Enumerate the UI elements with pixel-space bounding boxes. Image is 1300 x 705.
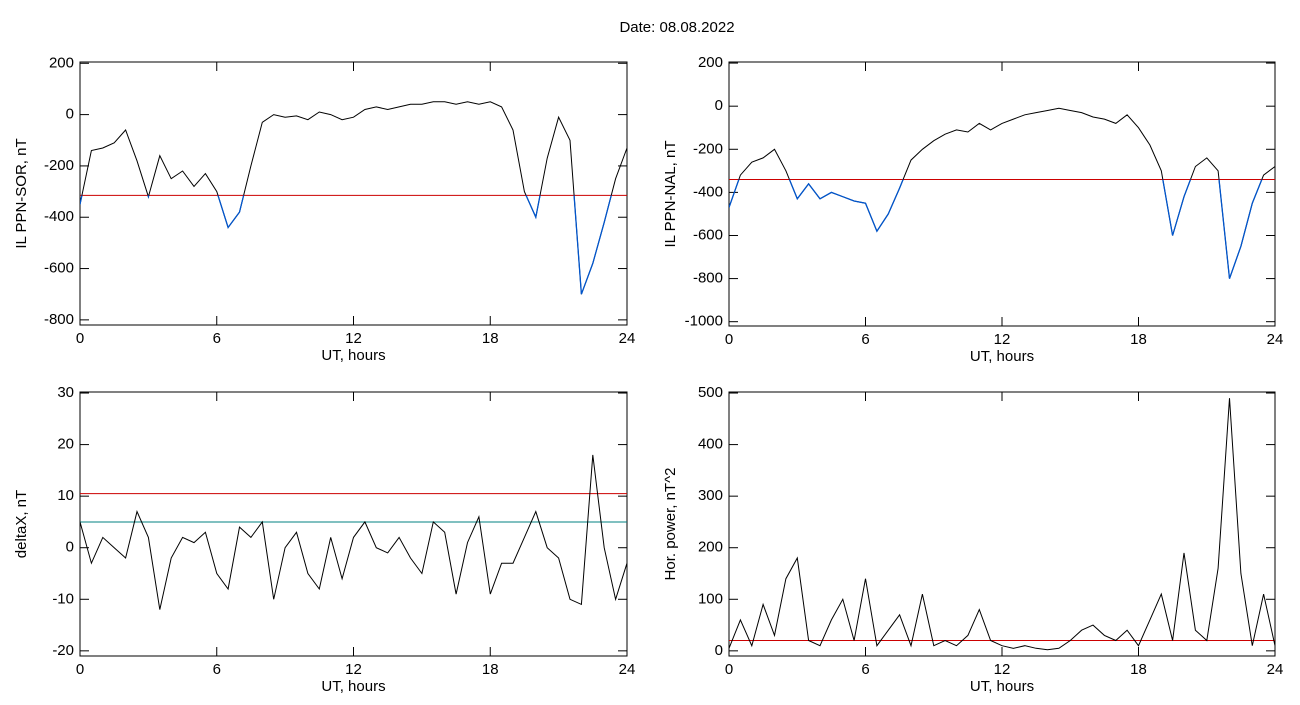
y-tick-label: 20	[57, 436, 74, 453]
data-line	[80, 101, 627, 295]
y-tick-label: -200	[44, 157, 74, 174]
y-tick-label: -800	[693, 270, 723, 287]
y-axis-label: Hor. power, nT^2	[662, 468, 679, 581]
plot-frame	[728, 61, 1276, 327]
x-tick-label: 6	[213, 661, 221, 678]
y-tick-label: -20	[52, 642, 74, 659]
x-tick-label: 6	[861, 331, 869, 348]
x-axis-label: UT, hours	[321, 347, 385, 364]
x-tick-label: 6	[861, 661, 869, 678]
x-tick-label: 18	[1130, 331, 1147, 348]
plot-frame	[79, 391, 628, 657]
x-tick-label: 0	[76, 330, 84, 347]
data-line	[729, 398, 1275, 651]
y-tick-label: -200	[693, 140, 723, 157]
y-axis-label: IL PPN-NAL, nT	[662, 141, 679, 248]
x-tick-label: 18	[482, 330, 499, 347]
x-tick-label: 12	[345, 661, 362, 678]
y-tick-label: -400	[693, 183, 723, 200]
x-tick-label: 0	[725, 331, 733, 348]
below-threshold-line	[80, 195, 612, 295]
panel: 0 6 12 18 24 0 100 200 300 400 500 UT, hours Hor. po…	[662, 384, 1283, 695]
x-tick-label: 18	[482, 661, 499, 678]
x-tick-label: 24	[619, 330, 636, 347]
x-tick-label: 0	[76, 661, 84, 678]
x-tick-label: 12	[345, 330, 362, 347]
y-tick-label: 200	[49, 54, 74, 71]
x-tick-label: 12	[994, 331, 1011, 348]
x-tick-label: 6	[213, 330, 221, 347]
y-tick-label: -600	[693, 226, 723, 243]
x-tick-label: 12	[994, 661, 1011, 678]
figure-title: Date: 08.08.2022	[619, 19, 734, 36]
y-tick-label: -10	[52, 590, 74, 607]
below-threshold-line	[729, 179, 1263, 279]
y-tick-label: 0	[66, 539, 74, 556]
x-axis-label: UT, hours	[970, 678, 1034, 695]
panel: 0 6 12 18 24 -20 -10 0 10 20 30 UT, hours deltaX, nT	[13, 384, 635, 695]
y-tick-label: 500	[698, 384, 723, 401]
y-tick-label: 0	[715, 642, 723, 659]
x-axis-label: UT, hours	[970, 348, 1034, 365]
y-tick-label: 300	[698, 487, 723, 504]
y-tick-label: 400	[698, 436, 723, 453]
x-axis-label: UT, hours	[321, 678, 385, 695]
data-line	[729, 107, 1275, 279]
y-tick-label: 200	[698, 539, 723, 556]
panel: 0 6 12 18 24 -1000 -800 -600 -400 -200 0 200 UT, hou…	[662, 54, 1283, 365]
x-tick-label: 24	[1267, 331, 1284, 348]
y-tick-label: -800	[44, 311, 74, 328]
y-tick-label: 30	[57, 384, 74, 401]
x-tick-label: 24	[1267, 661, 1284, 678]
x-tick-label: 0	[725, 661, 733, 678]
panel: 0 6 12 18 24 -800 -600 -400 -200 0 200 UT, hours IL …	[13, 54, 635, 364]
y-axis-label: IL PPN-SOR, nT	[13, 138, 30, 248]
y-tick-label: -1000	[685, 313, 723, 330]
data-line	[80, 454, 627, 610]
y-tick-label: -600	[44, 260, 74, 277]
y-tick-label: 0	[66, 106, 74, 123]
x-tick-label: 18	[1130, 661, 1147, 678]
plot-frame	[79, 61, 628, 326]
y-tick-label: 0	[715, 97, 723, 114]
y-tick-label: -400	[44, 208, 74, 225]
y-tick-label: 10	[57, 487, 74, 504]
x-tick-label: 24	[619, 661, 636, 678]
y-tick-label: 100	[698, 590, 723, 607]
y-tick-label: 200	[698, 54, 723, 71]
y-axis-label: deltaX, nT	[13, 490, 30, 558]
